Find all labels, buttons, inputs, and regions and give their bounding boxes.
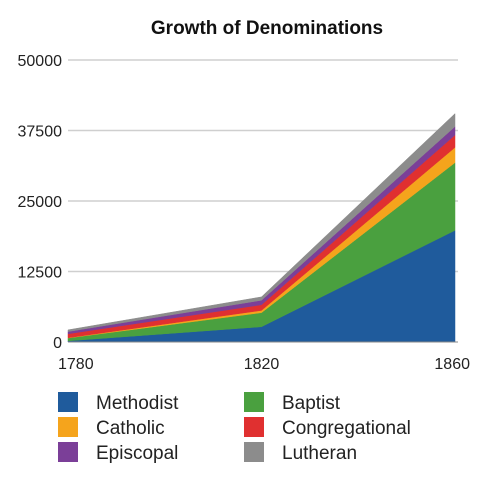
legend-swatch-congregational <box>244 417 264 437</box>
legend: Methodist Baptist Catholic Congregational Ep… <box>58 392 411 464</box>
y-tick-label: 12500 <box>18 265 63 282</box>
x-axis-ticks: 1780 1820 1860 <box>58 356 470 373</box>
legend-swatch-episcopal <box>58 442 78 462</box>
stacked-areas <box>67 112 456 343</box>
legend-swatch-catholic <box>58 417 78 437</box>
legend-label-episcopal: Episcopal <box>96 443 178 464</box>
y-tick-label: 50000 <box>18 53 63 70</box>
legend-label-baptist: Baptist <box>282 393 341 414</box>
legend-label-methodist: Methodist <box>96 393 179 414</box>
legend-swatch-baptist <box>244 392 264 412</box>
x-tick-label: 1780 <box>58 356 94 373</box>
y-axis-ticks: 0 12500 25000 37500 50000 <box>18 53 63 352</box>
y-tick-label: 25000 <box>18 194 63 211</box>
y-tick-label: 0 <box>53 335 62 352</box>
area-lutheran <box>67 112 456 332</box>
legend-label-congregational: Congregational <box>282 418 411 439</box>
chart-title: Growth of Denominations <box>151 18 383 39</box>
legend-swatch-methodist <box>58 392 78 412</box>
legend-label-catholic: Catholic <box>96 418 165 439</box>
x-tick-label: 1860 <box>434 356 470 373</box>
x-tick-label: 1820 <box>244 356 280 373</box>
legend-swatch-lutheran <box>244 442 264 462</box>
legend-label-lutheran: Lutheran <box>282 443 357 464</box>
y-tick-label: 37500 <box>18 124 63 141</box>
